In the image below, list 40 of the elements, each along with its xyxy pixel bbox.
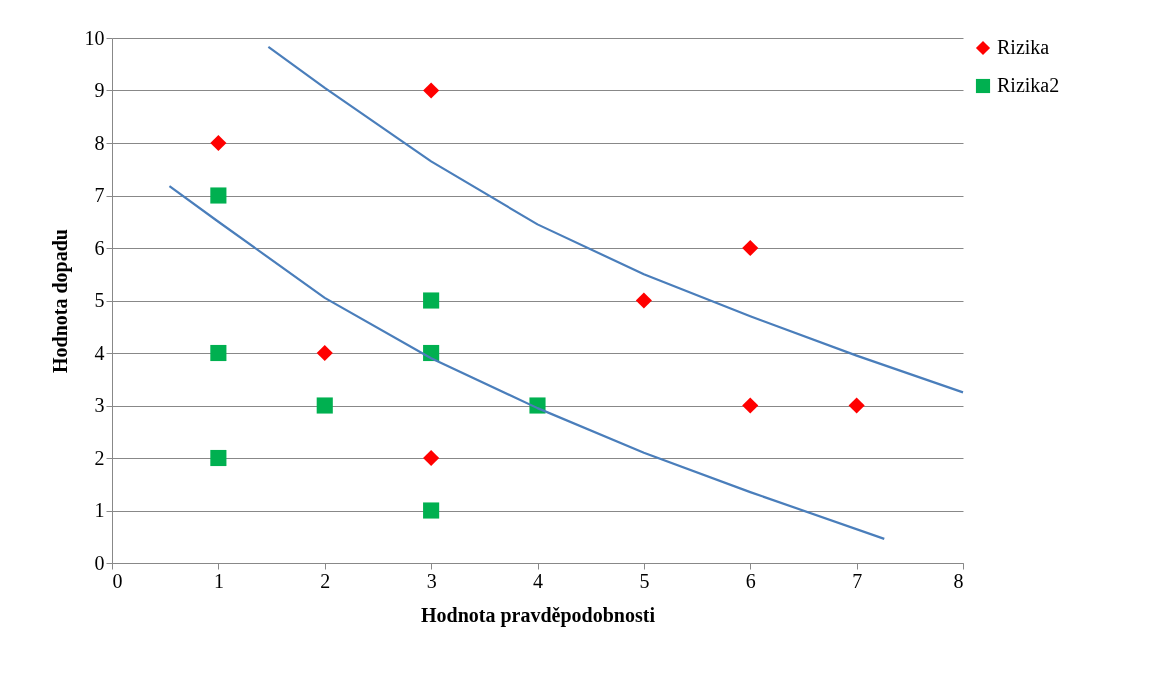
y-tick-label: 9 [94,79,105,101]
y-tick-label: 2 [94,446,105,469]
x-axis-title: Hodnota pravděpodobnosti [421,603,656,627]
y-tick-label: 7 [94,184,105,206]
y-tick-label: 6 [94,236,105,259]
point [742,239,759,257]
point [423,292,440,309]
y-tick-label: 1 [94,499,105,521]
y-tick-label: 4 [94,341,105,364]
y-axis-title: Hodnota dopadu [48,229,72,373]
x-tick-label: 4 [533,569,543,592]
point [423,82,440,99]
x-tick-label: 3 [426,569,437,592]
legend-label: Rizika2 [997,74,1060,96]
point [423,502,440,519]
line-series [267,45,965,394]
y-tick-label: 10 [84,26,105,49]
point [316,344,333,362]
point [210,449,227,467]
x-tick-label: 5 [639,569,650,592]
x-tick-label: 6 [745,569,756,592]
x-tick-label: 1 [213,569,224,592]
y-tick-label: 8 [94,131,105,154]
point [210,344,227,362]
point [210,187,227,204]
x-tick-label: 7 [852,569,863,592]
point [316,397,333,414]
point [210,134,227,152]
point [848,397,865,414]
x-tick-label: 0 [112,569,123,592]
point [635,292,652,309]
y-tick-label: 5 [94,289,105,311]
y-tick-label: 0 [94,551,105,574]
point [742,397,759,414]
legend-label: Rizika [997,36,1050,58]
x-tick-label: 8 [953,569,964,592]
y-tick-label: 3 [94,394,105,416]
point [423,449,440,467]
x-tick-label: 2 [320,569,331,592]
line-series [168,184,886,540]
